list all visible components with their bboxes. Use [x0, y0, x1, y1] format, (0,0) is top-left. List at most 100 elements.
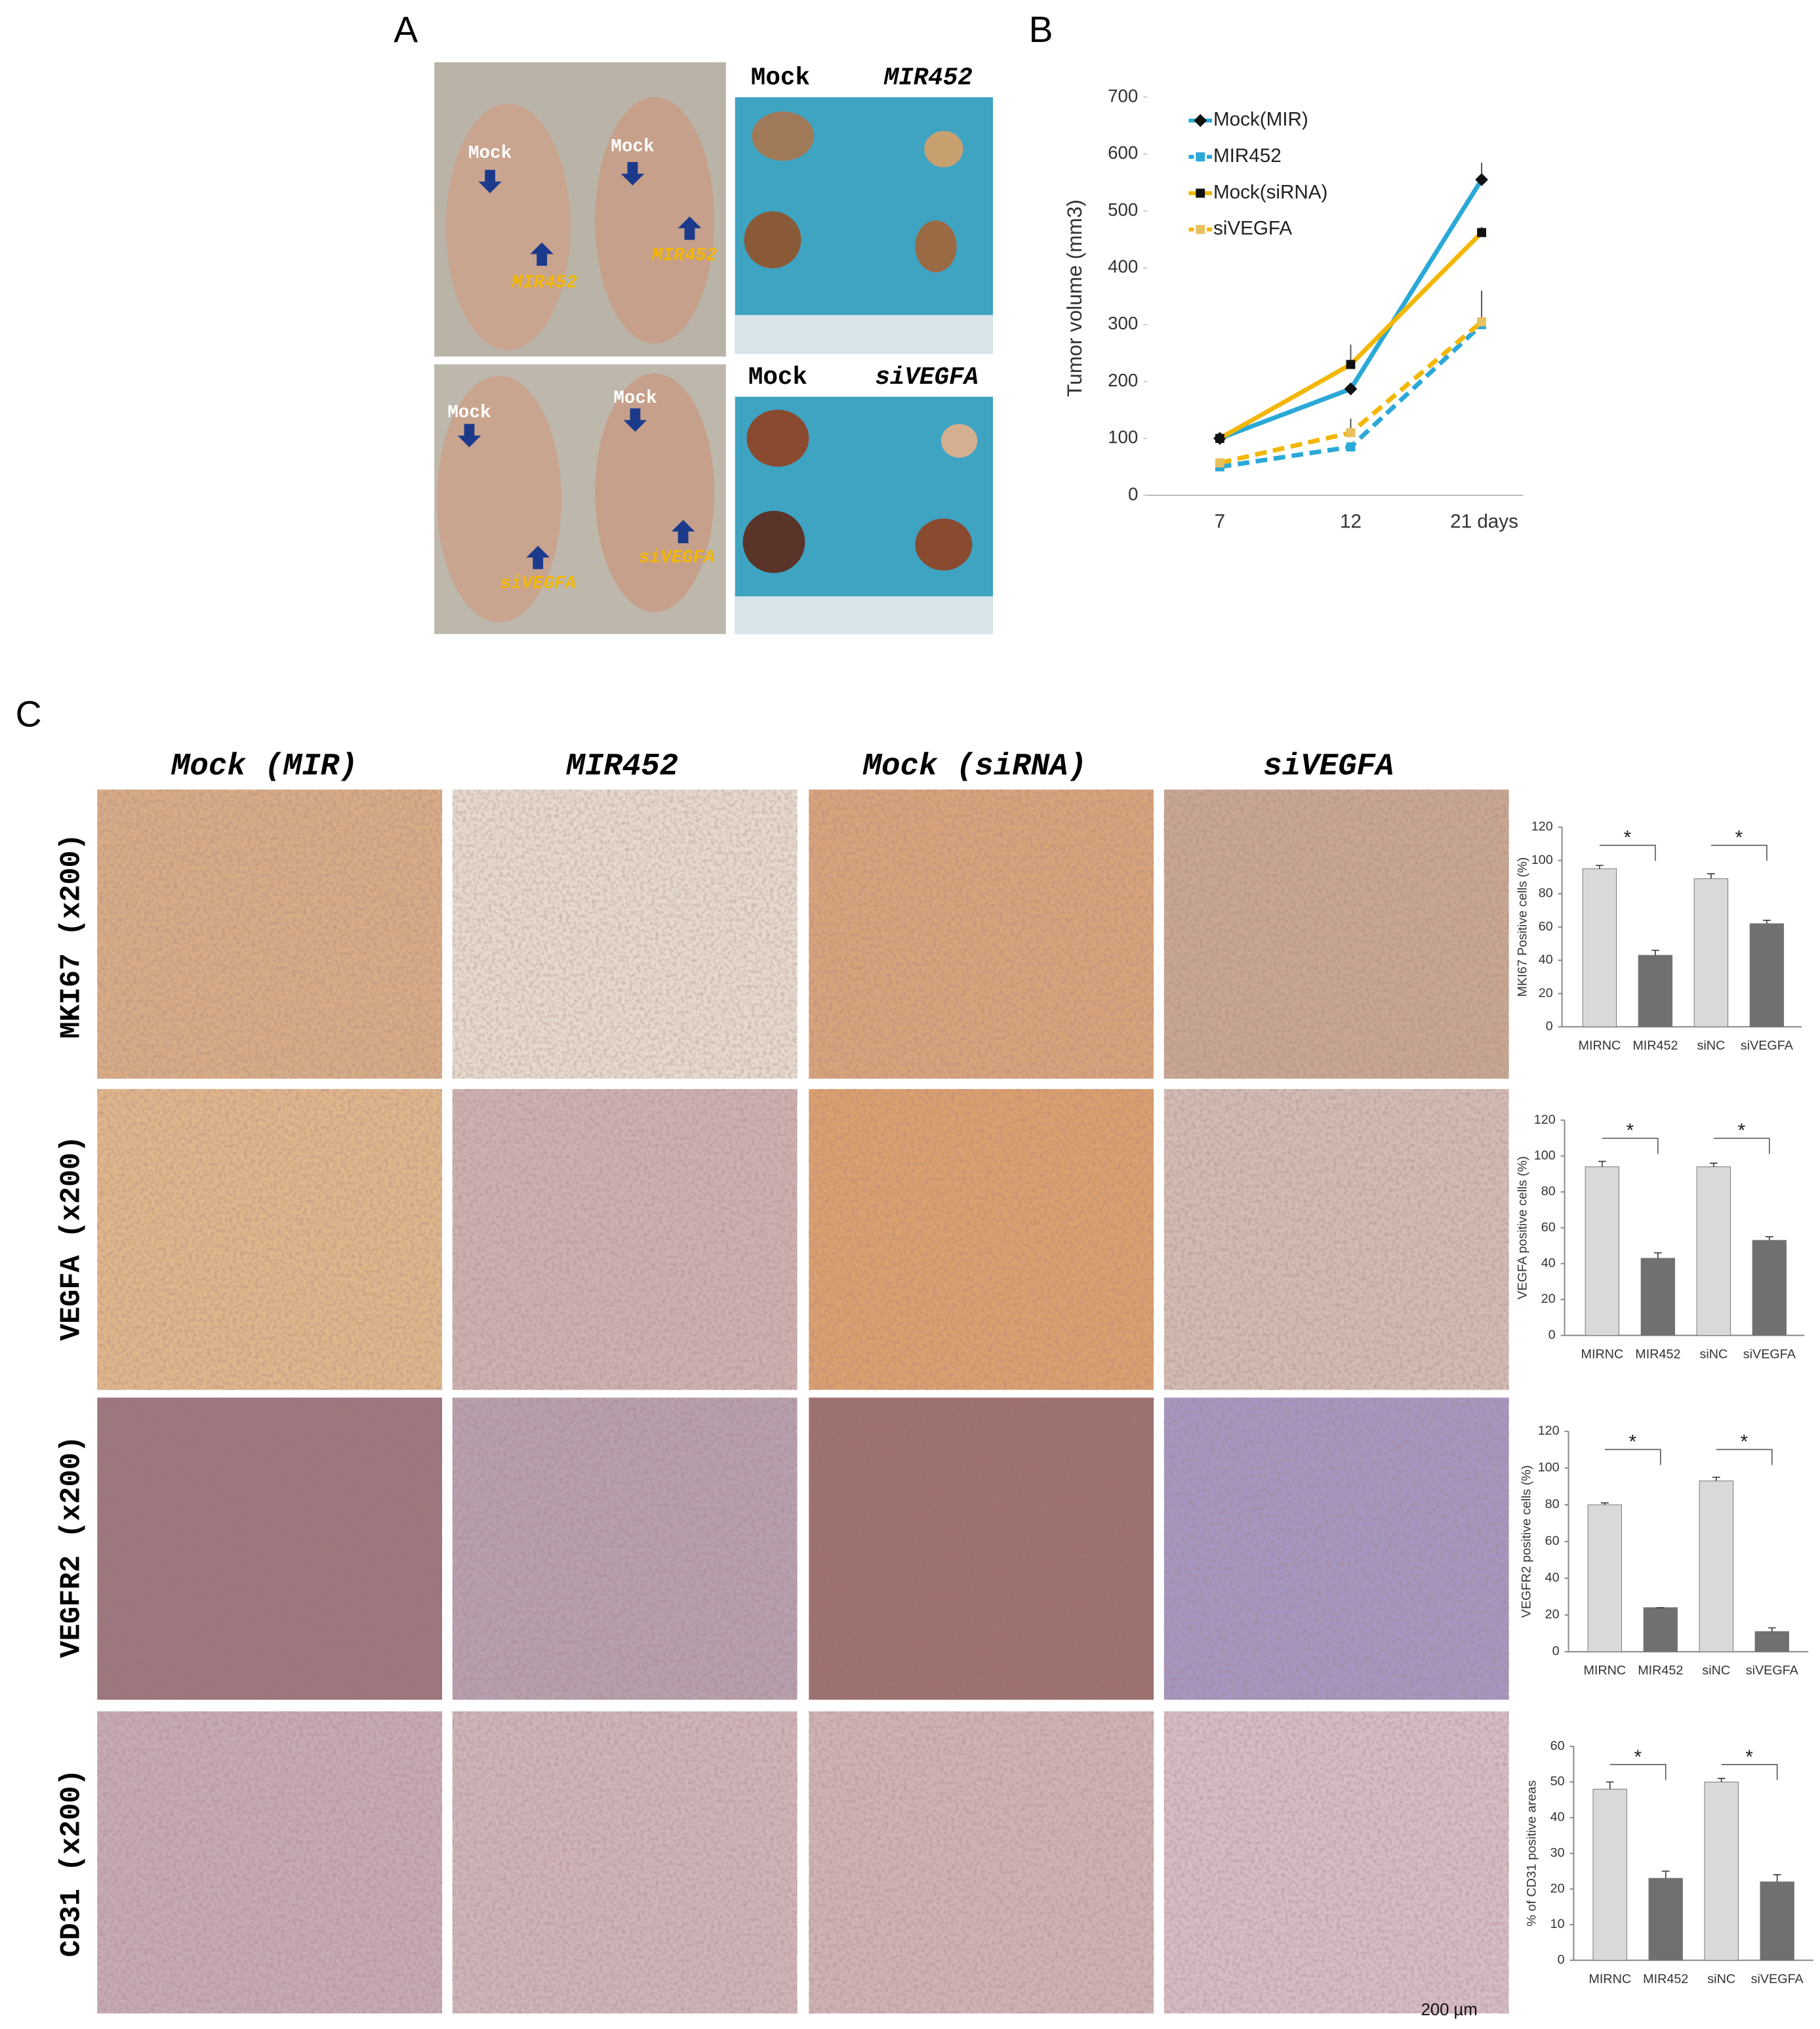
y-tick-label: 60	[1550, 1738, 1565, 1753]
marker	[1196, 188, 1205, 198]
ihc-texture	[1163, 1397, 1509, 1700]
bar	[1640, 1258, 1676, 1336]
column-header: siVEGFA	[1263, 750, 1394, 785]
marker	[1194, 113, 1207, 127]
arrow	[623, 408, 647, 432]
bar	[1587, 1504, 1623, 1652]
bar	[1699, 1481, 1733, 1652]
legend-label: MIR452	[1213, 145, 1282, 167]
error-bar	[1595, 865, 1604, 869]
error-bar	[1598, 1160, 1606, 1167]
y-tick-label: 100	[1108, 427, 1138, 447]
y-tick-label: 80	[1541, 1184, 1556, 1199]
marker	[1196, 152, 1205, 162]
significance-label: *	[1624, 827, 1632, 849]
error-bar	[1768, 1627, 1776, 1632]
error-bar	[1661, 1870, 1670, 1879]
ihc-texture	[452, 1711, 798, 2014]
y-axis-label: VEGFA positive cells (%)	[1516, 1156, 1530, 1299]
significance-label: *	[1741, 1431, 1749, 1453]
y-tick-label: 30	[1550, 1845, 1565, 1860]
y-tick-label: 0	[1558, 1952, 1565, 1967]
y-tick-label: 100	[1531, 853, 1553, 867]
tumor-label: MIR452	[883, 65, 973, 92]
y-tick-label: 120	[1538, 1424, 1560, 1438]
bar	[1643, 1607, 1678, 1652]
error-bar	[1651, 949, 1659, 956]
x-tick-label: MIRNC	[1583, 1664, 1626, 1678]
bar	[1638, 954, 1673, 1027]
panel-label: C	[16, 694, 42, 735]
panel-label: B	[1029, 9, 1053, 50]
y-tick-label: 40	[1539, 953, 1553, 967]
y-tick-label: 40	[1545, 1570, 1560, 1585]
legend-label: Mock(MIR)	[1213, 109, 1308, 131]
arrow	[530, 242, 554, 266]
mouse-label: Mock	[468, 144, 512, 164]
row-label: VEGFA (x200)	[56, 1136, 88, 1341]
bar	[1752, 1240, 1787, 1336]
marker	[1346, 359, 1356, 369]
error-bar	[1712, 1477, 1720, 1481]
x-tick-label: MIRNC	[1588, 1972, 1631, 1986]
mouse-label: MIR452	[651, 246, 718, 266]
row-label: MKI67 (x200)	[56, 833, 88, 1038]
bar	[1704, 1782, 1739, 1961]
marker	[1346, 428, 1356, 438]
x-tick-label: siVEGFA	[1741, 1038, 1794, 1053]
arrow	[478, 169, 502, 194]
x-tick-label: MIR452	[1632, 1038, 1678, 1053]
ihc-texture	[97, 1711, 443, 2014]
significance-label: *	[1629, 1431, 1637, 1453]
y-tick-label: 20	[1539, 986, 1553, 1000]
x-tick-label: siNC	[1702, 1664, 1730, 1678]
significance-label: *	[1738, 1120, 1746, 1141]
y-tick-label: 10	[1550, 1917, 1565, 1931]
y-tick-label: 700	[1108, 86, 1138, 106]
x-tick-label: MIR452	[1635, 1347, 1680, 1362]
significance-label: *	[1735, 827, 1743, 849]
ihc-texture	[1163, 789, 1509, 1079]
x-tick-label: MIR452	[1638, 1664, 1683, 1678]
row-label: VEGFR2 (x200)	[56, 1435, 88, 1658]
significance-label: *	[1745, 1746, 1753, 1768]
y-tick-label: 100	[1538, 1460, 1560, 1475]
y-tick-label: 20	[1541, 1292, 1556, 1306]
legend-label: siVEGFA	[1213, 218, 1292, 239]
mouse-label: MIR452	[511, 273, 577, 293]
ihc-texture	[809, 789, 1154, 1079]
arrow	[457, 424, 481, 447]
marker	[1477, 228, 1486, 237]
ihc-texture	[97, 1397, 443, 1700]
y-tick-label: 0	[1548, 1328, 1556, 1342]
marker	[1346, 442, 1356, 452]
significance-label: *	[1627, 1120, 1634, 1141]
error-bar	[1600, 1502, 1609, 1505]
x-tick-label: MIR452	[1643, 1972, 1688, 1986]
tumor-label: siVEGFA	[875, 364, 979, 392]
y-tick-label: 0	[1552, 1644, 1560, 1658]
y-tick-label: 120	[1534, 1113, 1556, 1127]
bar	[1760, 1881, 1794, 1961]
y-tick-label: 400	[1108, 256, 1138, 277]
ihc-texture	[452, 1089, 798, 1390]
y-tick-label: 300	[1108, 313, 1138, 333]
y-tick-label: 600	[1108, 142, 1138, 163]
y-tick-label: 120	[1531, 819, 1553, 834]
x-tick-label: MIRNC	[1579, 1038, 1621, 1053]
error-bar	[1709, 1162, 1718, 1167]
scale-bar-label: 200 µm	[1421, 2001, 1478, 2019]
error-bar	[1765, 1236, 1773, 1240]
y-tick-label: 20	[1545, 1607, 1560, 1622]
bar	[1749, 923, 1785, 1027]
legend-label: Mock(siRNA)	[1213, 181, 1327, 203]
y-axis-label: VEGFR2 positive cells (%)	[1519, 1465, 1533, 1618]
marker	[1215, 458, 1224, 468]
y-tick-label: 80	[1545, 1497, 1560, 1511]
x-tick-label: 12	[1340, 510, 1362, 532]
column-header: Mock (siRNA)	[862, 750, 1087, 785]
bar	[1582, 868, 1617, 1027]
significance-bracket	[1604, 1448, 1661, 1465]
marker	[1196, 224, 1205, 234]
